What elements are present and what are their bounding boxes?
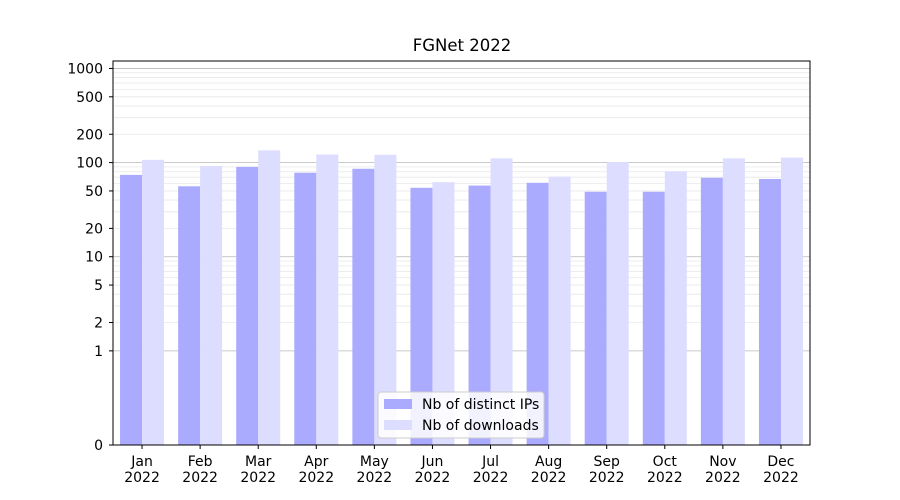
bar-downloads-oct	[664, 171, 687, 445]
x-tick-label-month: Dec	[767, 454, 794, 470]
axes	[112, 60, 811, 446]
legend-swatch	[384, 399, 412, 409]
bar-downloads-jun	[432, 182, 455, 445]
x-tick-label-year: 2022	[763, 470, 799, 486]
x-tick-label-month: Apr	[304, 454, 328, 470]
bar-distinct-ips-jul	[468, 185, 491, 446]
bar-downloads-may	[374, 154, 397, 446]
bar-distinct-ips-mar	[236, 166, 259, 446]
x-tick-label-year: 2022	[473, 470, 509, 486]
x-tick-label-month: May	[360, 454, 389, 470]
x-axis-ticks: Jan2022Feb2022Mar2022Apr2022May2022Jun20…	[124, 445, 799, 486]
bar-distinct-ips-jan	[120, 174, 143, 446]
bar-distinct-ips-may	[352, 168, 375, 445]
x-tick-label-month: Jun	[421, 454, 444, 470]
bar-downloads-jul	[490, 158, 513, 445]
x-tick-label-year: 2022	[589, 470, 625, 486]
bar-downloads-jan	[142, 159, 165, 446]
legend: Nb of distinct IPs Nb of downloads	[377, 391, 545, 439]
bar-distinct-ips-nov	[700, 177, 723, 446]
bar-downloads-feb	[200, 165, 223, 445]
y-axis-ticks: 0 1 2 5 10 20 50 100 200 500 1000	[67, 61, 113, 454]
x-tick-label-year: 2022	[124, 470, 160, 486]
y-tick-label: 1	[94, 344, 103, 360]
bar-distinct-ips-aug	[526, 182, 549, 445]
bar-downloads-apr	[316, 154, 339, 446]
x-tick-label-year: 2022	[531, 470, 567, 486]
y-tick-label: 2	[94, 316, 103, 332]
bar-downloads-aug	[548, 176, 571, 445]
bar-distinct-ips-sep	[584, 191, 607, 445]
legend-box	[377, 391, 545, 439]
x-tick-label-month: Oct	[653, 454, 678, 470]
legend-label: Nb of downloads	[422, 418, 539, 434]
bar-distinct-ips-jun	[410, 187, 433, 445]
plot-frame	[112, 60, 811, 446]
x-tick-label-month: Jan	[130, 454, 153, 470]
x-tick-label-year: 2022	[240, 470, 276, 486]
bar-distinct-ips-oct	[642, 191, 665, 445]
bar-distinct-ips-dec	[758, 178, 781, 445]
bar-downloads-dec	[780, 157, 803, 446]
x-tick-label-year: 2022	[357, 470, 393, 486]
legend-swatch	[384, 420, 412, 430]
y-tick-label: 100	[76, 156, 103, 172]
y-tick-label: 1000	[67, 61, 103, 77]
y-tick-label: 0	[94, 438, 103, 454]
x-tick-label-year: 2022	[705, 470, 741, 486]
x-tick-label-month: Aug	[535, 454, 562, 470]
x-tick-label-month: Feb	[188, 454, 213, 470]
legend-label: Nb of distinct IPs	[422, 397, 539, 413]
x-tick-label-month: Sep	[594, 454, 621, 470]
bars	[120, 150, 803, 446]
x-tick-label-year: 2022	[182, 470, 218, 486]
y-tick-label: 10	[85, 250, 103, 266]
bar-downloads-mar	[258, 150, 281, 445]
bar-downloads-sep	[606, 162, 629, 445]
x-tick-label-month: Mar	[245, 454, 272, 470]
x-tick-label-year: 2022	[415, 470, 451, 486]
y-tick-label: 500	[76, 90, 103, 106]
chart-title: FGNet 2022	[413, 36, 511, 55]
x-tick-label-month: Nov	[709, 454, 736, 470]
x-tick-label-month: Jul	[481, 454, 499, 470]
y-tick-label: 200	[76, 127, 103, 143]
y-tick-label: 50	[85, 184, 103, 200]
grid-lines	[113, 68, 810, 352]
bar-distinct-ips-apr	[294, 172, 317, 445]
bar-downloads-nov	[722, 158, 745, 445]
y-tick-label: 20	[85, 221, 103, 237]
bar-distinct-ips-feb	[178, 186, 201, 445]
y-tick-label: 5	[94, 278, 103, 294]
x-tick-label-year: 2022	[298, 470, 334, 486]
x-tick-label-year: 2022	[647, 470, 683, 486]
